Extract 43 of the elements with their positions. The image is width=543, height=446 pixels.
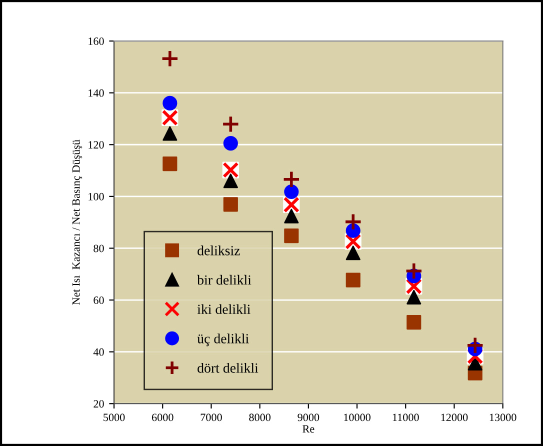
x-tick-label: 7000: [200, 414, 222, 422]
point: [162, 156, 178, 172]
point: [223, 197, 238, 212]
x-tick-label: 5000: [104, 414, 125, 422]
legend-label: dört delikli: [198, 362, 258, 373]
x-tick-label: 8000: [249, 414, 271, 422]
legend-label: bir delikli: [197, 274, 252, 285]
point: [346, 246, 360, 260]
x-axis-title: Re: [302, 425, 314, 433]
y-tick-label: 40: [93, 348, 104, 356]
point: [404, 262, 423, 280]
y-tick-label: 160: [88, 38, 104, 45]
point: [346, 272, 360, 288]
point: [284, 208, 299, 224]
y-axis-title: Net Isı Kazancı / Net Basınç Düşüşü: [72, 140, 82, 305]
point: [162, 96, 178, 110]
legend-label: iki delikli: [197, 304, 250, 314]
point: [160, 50, 179, 68]
legend-label: deliksiz: [198, 246, 240, 256]
x-tick-label: 10000: [344, 414, 370, 422]
point: [284, 184, 299, 200]
point: [282, 170, 300, 188]
point: [344, 212, 362, 231]
x-tick-label: 12000: [441, 414, 468, 422]
y-tick-label: 20: [94, 400, 104, 408]
y-tick-label: 100: [88, 192, 104, 200]
y-tick-label: 80: [94, 244, 104, 252]
x-tick-label: 13000: [490, 414, 516, 422]
point: [466, 336, 484, 354]
legend-label: üç delikli: [197, 334, 249, 346]
point: [406, 315, 422, 330]
x-tick-label: 11000: [392, 414, 419, 422]
y-tick-label: 60: [94, 296, 104, 304]
y-tick-label: 140: [88, 89, 104, 97]
point: [223, 136, 238, 151]
point: [222, 115, 240, 134]
point: [406, 290, 422, 304]
x-tick-label: 6000: [152, 414, 174, 422]
point: [162, 126, 178, 141]
point: [284, 228, 299, 244]
x-tick-label: 9000: [298, 414, 320, 422]
y-tick-label: 120: [88, 141, 104, 149]
point: [223, 174, 238, 188]
